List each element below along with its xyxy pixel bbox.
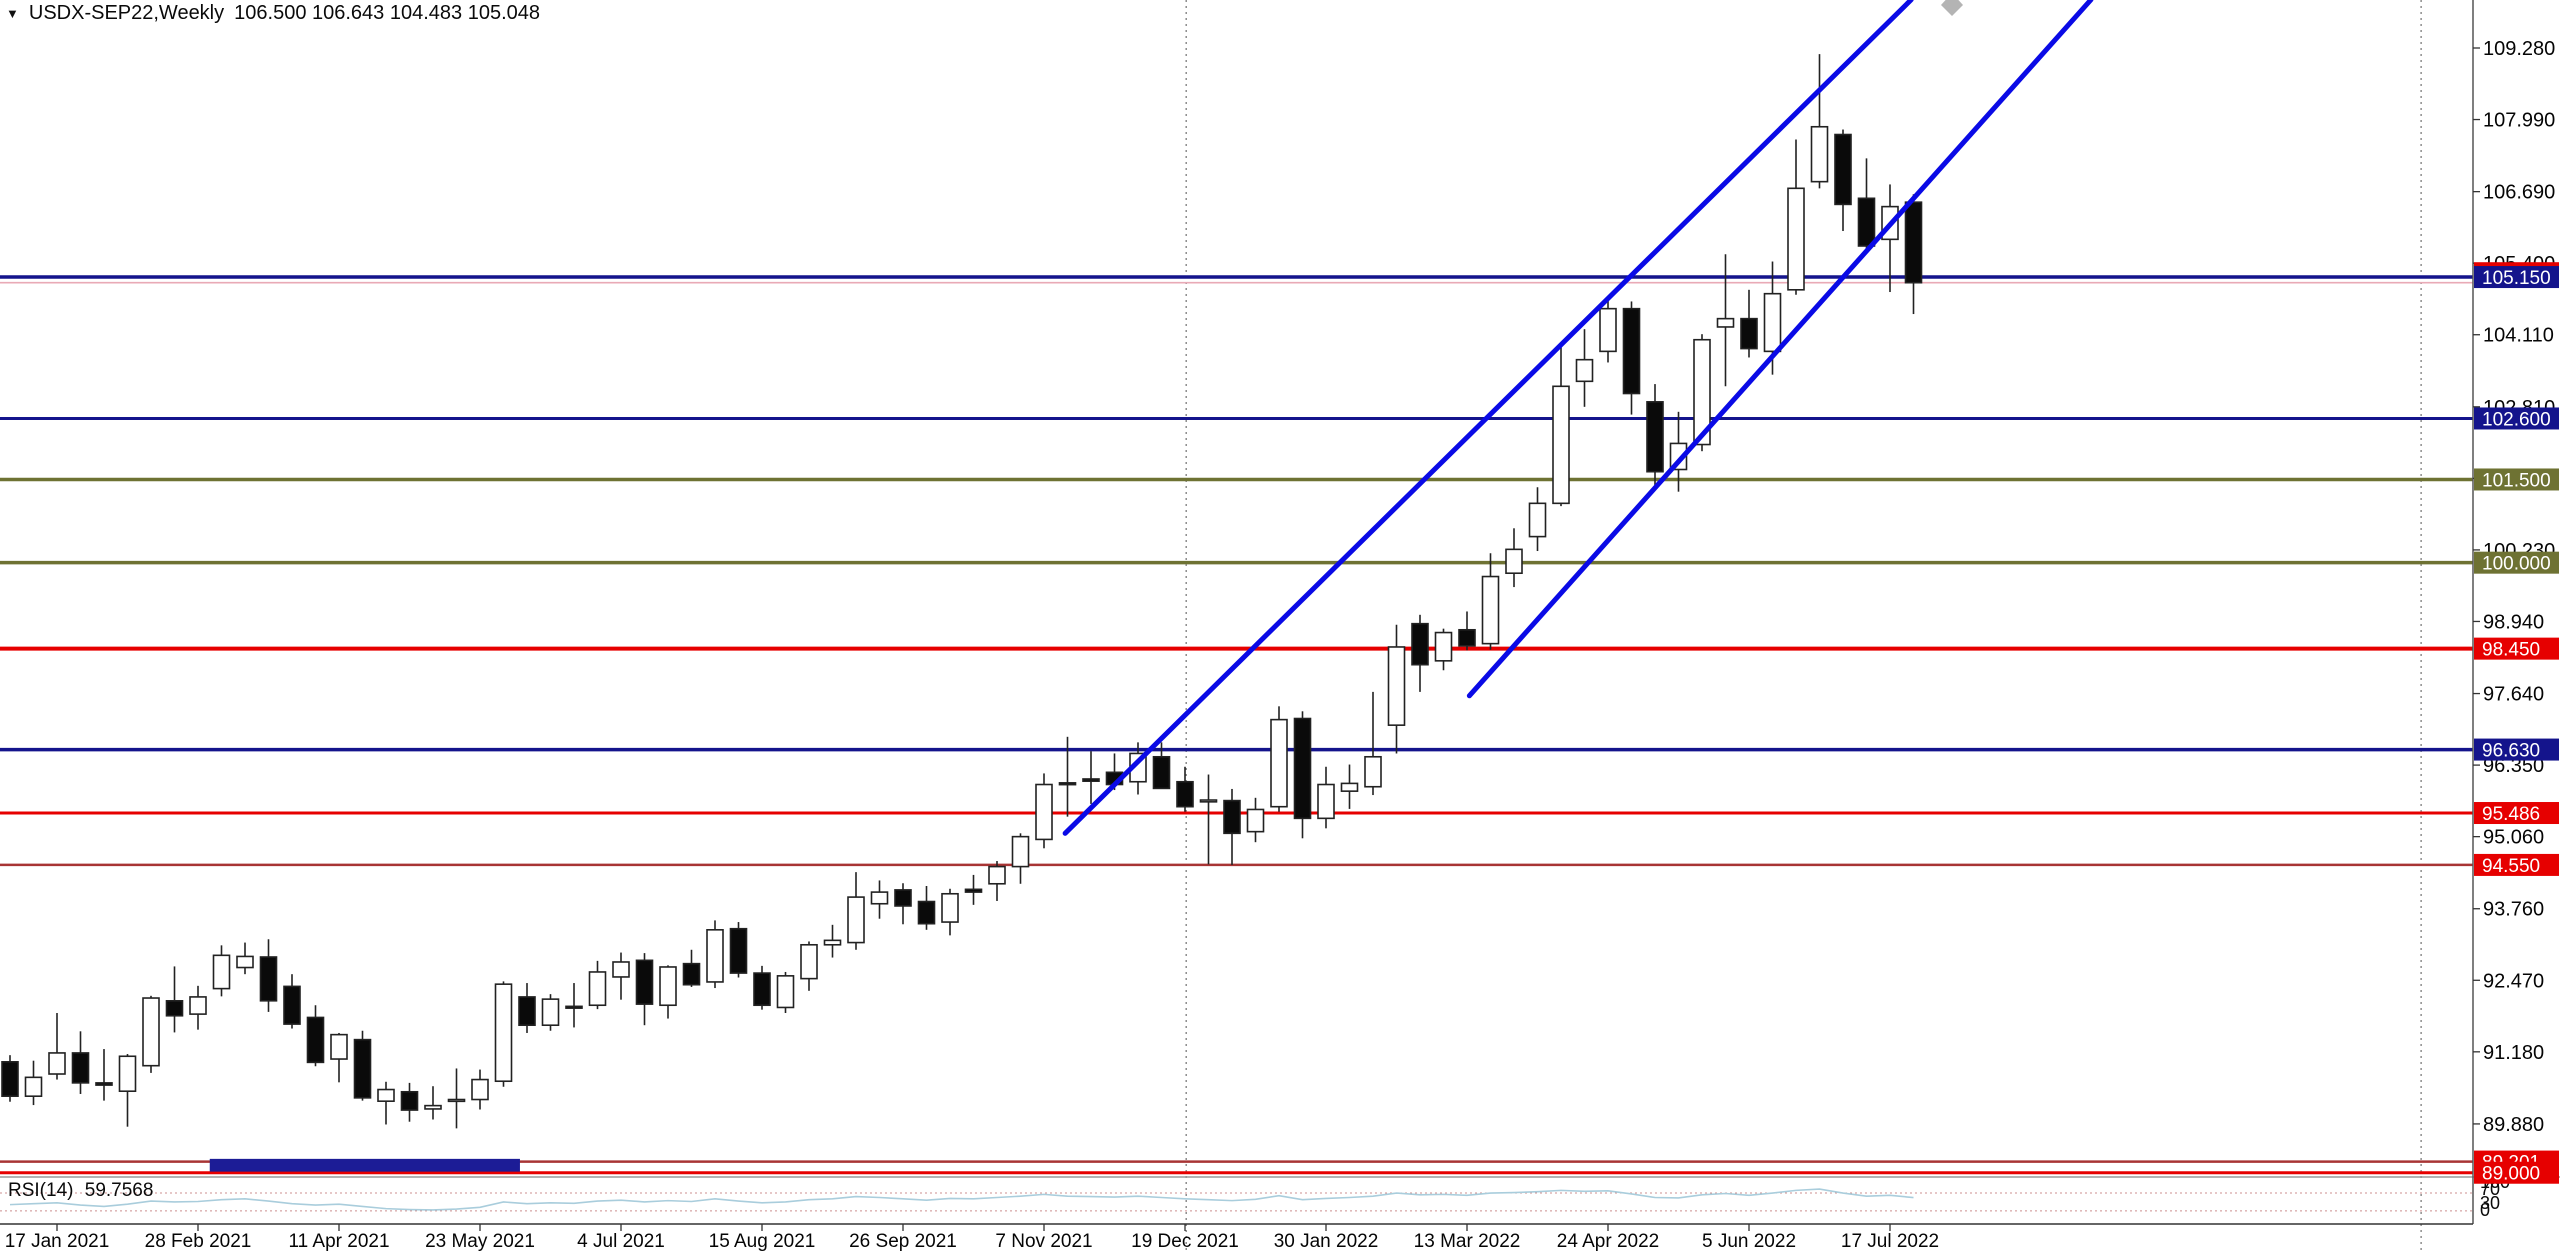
svg-text:5 Jun 2022: 5 Jun 2022 xyxy=(1702,1231,1796,1252)
svg-text:11 Apr 2021: 11 Apr 2021 xyxy=(288,1231,389,1252)
rsi-pane[interactable]: 10070300 xyxy=(0,1172,2560,1220)
highlight-bar-layer[interactable] xyxy=(209,1158,520,1172)
svg-text:94.550: 94.550 xyxy=(2482,856,2540,877)
symbol-period-label: USDX-SEP22,Weekly xyxy=(28,2,225,24)
svg-text:107.990: 107.990 xyxy=(2483,110,2555,132)
svg-text:109.280: 109.280 xyxy=(2483,38,2555,60)
svg-text:92.470: 92.470 xyxy=(2483,970,2544,992)
svg-text:95.486: 95.486 xyxy=(2482,804,2540,825)
indicator-value: 59.7568 xyxy=(84,1180,154,1201)
price-axis[interactable]: 109.280107.990106.690105.400104.110102.8… xyxy=(2472,0,2555,1224)
trend-channel-layer[interactable] xyxy=(1062,0,2094,836)
svg-text:23 May 2021: 23 May 2021 xyxy=(425,1231,535,1252)
svg-text:28 Feb 2021: 28 Feb 2021 xyxy=(145,1231,252,1252)
svg-text:15 Aug 2021: 15 Aug 2021 xyxy=(709,1231,816,1252)
svg-text:0: 0 xyxy=(2480,1200,2490,1220)
svg-text:104.110: 104.110 xyxy=(2483,325,2554,347)
candles-layer xyxy=(1,54,1923,1129)
date-axis[interactable]: 17 Jan 2021 28 Feb 2021 11 Apr 2021 23 May … xyxy=(0,1223,2473,1252)
ohlc-toggle-arrow[interactable]: ▼ xyxy=(6,5,19,21)
svg-text:19 Dec 2021: 19 Dec 2021 xyxy=(1131,1231,1239,1252)
svg-text:97.640: 97.640 xyxy=(2483,684,2544,706)
svg-text:102.600: 102.600 xyxy=(2482,409,2551,430)
svg-text:105.150: 105.150 xyxy=(2482,268,2551,289)
svg-text:26 Sep 2021: 26 Sep 2021 xyxy=(849,1231,957,1252)
svg-text:106.690: 106.690 xyxy=(2483,182,2555,204)
svg-text:96.630: 96.630 xyxy=(2482,741,2540,762)
ohlc-values: 106.500 106.643 104.483 105.048 xyxy=(234,2,540,24)
svg-text:4 Jul 2021: 4 Jul 2021 xyxy=(577,1231,665,1252)
svg-text:96.350: 96.350 xyxy=(2483,755,2544,777)
svg-text:30 Jan 2022: 30 Jan 2022 xyxy=(1274,1231,1379,1252)
svg-text:17 Jan 2021: 17 Jan 2021 xyxy=(5,1231,110,1252)
price-lines-layer[interactable] xyxy=(0,275,2473,1175)
svg-text:98.940: 98.940 xyxy=(2483,611,2544,633)
svg-text:89.880: 89.880 xyxy=(2483,1114,2544,1136)
indicator-name: RSI(14) xyxy=(8,1180,74,1201)
svg-text:91.180: 91.180 xyxy=(2483,1042,2544,1064)
svg-text:24 Apr 2022: 24 Apr 2022 xyxy=(1557,1231,1659,1252)
svg-text:30: 30 xyxy=(2480,1193,2500,1213)
svg-text:100.000: 100.000 xyxy=(2482,554,2551,575)
chart-title: ▼ USDX-SEP22,Weekly 106.500 106.643 104.… xyxy=(6,2,540,25)
svg-text:13 Mar 2022: 13 Mar 2022 xyxy=(1414,1231,1521,1252)
svg-text:89.000: 89.000 xyxy=(2482,1164,2540,1185)
price-tags-layer: 105.150 102.600 101.500 100.000 98.450 96.630… xyxy=(2474,262,2559,1185)
svg-text:93.760: 93.760 xyxy=(2483,899,2544,921)
mouse-cursor xyxy=(1941,0,1963,16)
indicator-label: RSI(14) 59.7568 xyxy=(8,1180,159,1202)
svg-text:70: 70 xyxy=(2480,1179,2500,1199)
svg-text:17 Jul 2022: 17 Jul 2022 xyxy=(1841,1231,1939,1252)
svg-text:7 Nov 2021: 7 Nov 2021 xyxy=(995,1231,1092,1252)
svg-text:98.450: 98.450 xyxy=(2482,640,2540,661)
svg-text:101.500: 101.500 xyxy=(2482,470,2551,491)
svg-text:95.060: 95.060 xyxy=(2483,827,2544,849)
year-gridlines-layer xyxy=(1185,0,2422,1250)
